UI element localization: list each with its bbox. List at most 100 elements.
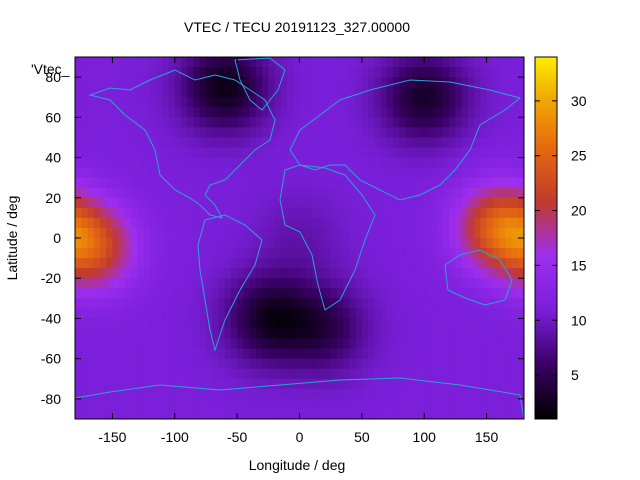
heatmap-cell: [480, 278, 488, 289]
heatmap-cell: [106, 288, 114, 299]
heatmap-cell: [187, 298, 195, 309]
heatmap-cell: [405, 238, 413, 249]
heatmap-cell: [199, 408, 207, 419]
heatmap-cell: [343, 147, 350, 159]
heatmap-cell: [442, 238, 450, 249]
heatmap-cell: [118, 117, 126, 128]
heatmap-cell: [149, 217, 157, 229]
heatmap-cell: [280, 378, 288, 390]
heatmap-cell: [81, 388, 89, 400]
heatmap-cell: [218, 117, 226, 128]
heatmap-cell: [174, 328, 182, 340]
heatmap-cell: [393, 197, 400, 209]
heatmap-cell: [262, 298, 269, 309]
heatmap-cell: [361, 67, 369, 78]
heatmap-cell: [411, 87, 419, 98]
heatmap-cell: [324, 268, 332, 279]
heatmap-cell: [199, 238, 207, 249]
heatmap-cell: [143, 308, 151, 320]
heatmap-cell: [349, 408, 357, 419]
heatmap-cell: [181, 268, 188, 279]
heatmap-cell: [81, 378, 89, 390]
heatmap-cell: [212, 298, 220, 309]
heatmap-cell: [499, 187, 506, 199]
heatmap-cell: [124, 67, 132, 78]
heatmap-cell: [386, 348, 394, 360]
heatmap-cell: [174, 368, 182, 380]
heatmap-cell: [280, 127, 288, 139]
heatmap-cell: [343, 328, 350, 340]
heatmap-cell: [336, 227, 344, 239]
heatmap-cell: [486, 368, 494, 380]
heatmap-cell: [305, 388, 313, 400]
heatmap-cell: [305, 97, 313, 108]
heatmap-cell: [168, 408, 176, 419]
heatmap-cell: [299, 77, 307, 88]
heatmap-cell: [424, 227, 432, 239]
heatmap-cell: [499, 368, 506, 380]
heatmap-cell: [137, 388, 145, 400]
heatmap-cell: [212, 358, 220, 370]
heatmap-cell: [174, 127, 182, 139]
heatmap-cell: [212, 238, 220, 249]
heatmap-cell: [287, 238, 294, 249]
heatmap-cell: [274, 207, 282, 219]
heatmap-cell: [99, 157, 107, 169]
heatmap-cell: [124, 137, 132, 149]
heatmap-cell: [499, 338, 506, 350]
heatmap-cell: [330, 197, 338, 209]
heatmap-cell: [343, 137, 350, 149]
heatmap-cell: [374, 268, 382, 279]
heatmap-cell: [361, 408, 369, 419]
heatmap-cell: [361, 288, 369, 299]
heatmap-cell: [380, 197, 388, 209]
heatmap-cell: [330, 127, 338, 139]
heatmap-cell: [143, 177, 151, 189]
heatmap-cell: [81, 318, 89, 330]
heatmap-cell: [162, 147, 170, 159]
heatmap-cell: [330, 177, 338, 189]
heatmap-cell: [106, 177, 114, 189]
heatmap-cell: [280, 248, 288, 259]
heatmap-cell: [280, 77, 288, 88]
heatmap-cell: [268, 408, 276, 419]
heatmap-cell: [399, 207, 407, 219]
heatmap-cell: [268, 338, 276, 350]
heatmap-cell: [361, 248, 369, 259]
heatmap-cell: [193, 348, 201, 360]
heatmap-cell: [517, 227, 524, 239]
heatmap-cell: [517, 107, 524, 118]
heatmap-cell: [430, 308, 438, 320]
heatmap-cell: [505, 238, 513, 249]
heatmap-cell: [124, 298, 132, 309]
heatmap-cell: [343, 77, 350, 88]
heatmap-cell: [274, 338, 282, 350]
heatmap-cell: [243, 67, 251, 78]
heatmap-cell: [511, 157, 519, 169]
colorbar-tick-label: 30: [571, 93, 587, 109]
heatmap-cell: [399, 217, 407, 229]
heatmap-cell: [492, 238, 500, 249]
heatmap-cell: [361, 268, 369, 279]
heatmap-cell: [299, 157, 307, 169]
heatmap-cell: [293, 107, 301, 118]
y-tick-label: -20: [41, 270, 61, 286]
heatmap-cell: [131, 127, 138, 139]
heatmap-cell: [474, 408, 481, 419]
heatmap-cell: [131, 248, 138, 259]
heatmap-cell: [355, 207, 363, 219]
heatmap-cell: [355, 187, 363, 199]
heatmap-cell: [162, 57, 170, 68]
heatmap-cell: [168, 398, 176, 410]
heatmap-cell: [255, 77, 263, 88]
heatmap-cell: [455, 368, 463, 380]
heatmap-cell: [187, 77, 195, 88]
heatmap-cell: [517, 87, 524, 98]
heatmap-cell: [199, 298, 207, 309]
heatmap-cell: [230, 318, 238, 330]
heatmap-cell: [374, 358, 382, 370]
heatmap-cell: [205, 388, 213, 400]
y-tick-label: -60: [41, 351, 61, 367]
heatmap-cell: [280, 298, 288, 309]
heatmap-cell: [168, 348, 176, 360]
